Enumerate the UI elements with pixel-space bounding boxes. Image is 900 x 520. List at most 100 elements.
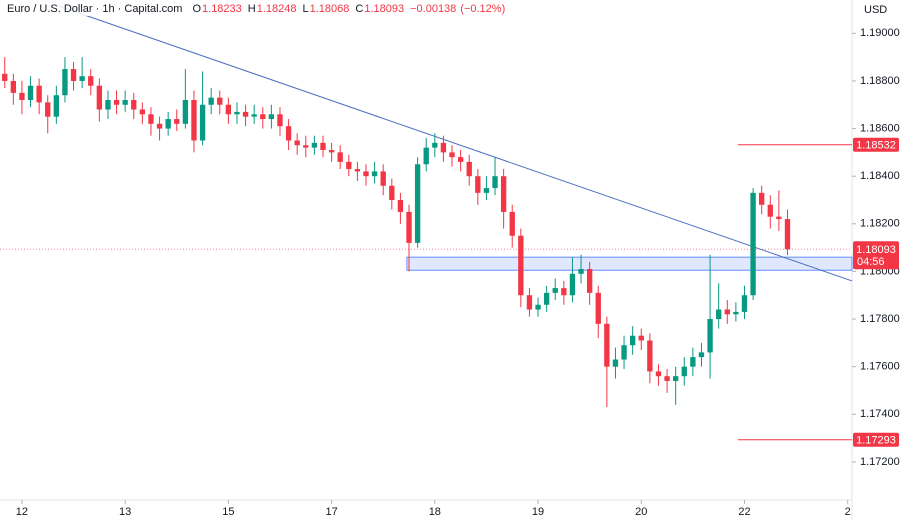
- candle-body: [690, 357, 696, 367]
- candle-body: [148, 114, 154, 124]
- x-tick-label: 18: [429, 506, 441, 518]
- chart-header: Euro / U.S. Dollar · 1h · Capital.com O1.…: [4, 2, 510, 16]
- current-price-bg: [853, 241, 899, 270]
- candle-body: [303, 145, 309, 148]
- x-tick-label: 22: [738, 506, 750, 518]
- ohlc-value: 1.18093: [364, 3, 405, 15]
- candle-body: [217, 97, 223, 105]
- candle-body: [681, 366, 687, 377]
- candle-body: [174, 119, 180, 124]
- ohlc-value: 1.18248: [256, 3, 297, 15]
- y-tick-label: 1.18800: [860, 75, 900, 87]
- ohlc-label: C: [355, 3, 364, 15]
- support-zone: [406, 256, 853, 271]
- instrument-title: Euro / U.S. Dollar · 1h · Capital.com: [7, 3, 183, 15]
- candle-body: [208, 97, 214, 105]
- level-label: 1.17293: [856, 435, 896, 447]
- x-tick-label: 15: [222, 506, 234, 518]
- candle-body: [672, 376, 679, 381]
- candle-body: [629, 335, 636, 346]
- candle-body: [268, 114, 275, 120]
- candle-body: [552, 288, 558, 293]
- candle-body: [543, 292, 550, 305]
- x-tick-label: 2: [845, 506, 851, 518]
- candle-body: [586, 269, 593, 293]
- candle-body: [569, 273, 576, 296]
- candle-body: [36, 85, 42, 103]
- candle-body: [225, 104, 232, 115]
- candle-body: [320, 142, 326, 150]
- candle-body: [354, 169, 361, 172]
- candle-body: [260, 114, 266, 120]
- candle-body: [131, 100, 137, 110]
- candle-body: [311, 142, 318, 148]
- candle-body: [716, 309, 722, 320]
- trendline: [54, 4, 853, 282]
- candle-body: [759, 192, 765, 205]
- candle-body: [776, 216, 782, 220]
- candle-body: [285, 126, 292, 141]
- candle-body: [784, 219, 791, 250]
- candle-body: [397, 200, 404, 212]
- candle-body: [449, 152, 455, 158]
- candle-body: [53, 95, 60, 117]
- candle-body: [466, 161, 472, 177]
- candle-body: [380, 171, 386, 186]
- candle-body: [88, 76, 94, 86]
- change-percent: (−0.12%): [460, 3, 506, 15]
- candle-body: [346, 161, 352, 170]
- candle-body: [767, 204, 773, 217]
- ohlc-value: 1.18068: [309, 3, 350, 15]
- y-tick-label: 1.18400: [860, 170, 900, 182]
- candle-body: [371, 171, 378, 177]
- y-tick-label: 1.17600: [860, 361, 900, 373]
- candle-body: [242, 111, 249, 117]
- candle-body: [251, 114, 257, 117]
- candle-body: [457, 157, 464, 162]
- candle-body: [182, 100, 189, 124]
- level-label: 1.18532: [856, 140, 896, 152]
- candle-body: [70, 69, 77, 81]
- countdown-label: 04:56: [857, 256, 885, 268]
- y-tick-label: 1.17800: [860, 313, 900, 325]
- candle-body: [483, 188, 490, 193]
- change-value: −0.00138: [410, 3, 457, 15]
- candle-body: [294, 140, 300, 146]
- candle-body: [621, 345, 627, 360]
- currency-label: USD: [864, 4, 887, 16]
- x-tick-label: 19: [532, 506, 544, 518]
- candle-body: [638, 335, 644, 341]
- y-tick-label: 1.17200: [860, 456, 900, 468]
- candle-body: [509, 211, 515, 236]
- candle-body: [328, 150, 335, 153]
- candle-body: [165, 119, 171, 129]
- candle-body: [96, 85, 103, 110]
- candle-body: [733, 311, 739, 315]
- candle-body: [406, 211, 412, 243]
- y-tick-label: 1.18600: [860, 122, 900, 134]
- candle-body: [199, 104, 206, 141]
- candle-body: [191, 100, 197, 141]
- candle-body: [578, 269, 584, 274]
- candle-body: [45, 102, 51, 117]
- candle-body: [10, 80, 16, 93]
- candle-body: [234, 111, 240, 115]
- candle-body: [750, 192, 756, 296]
- candle-body: [664, 376, 670, 381]
- candle-body: [475, 176, 481, 193]
- candle-body: [724, 309, 730, 315]
- candle-body: [604, 323, 610, 367]
- candle-body: [526, 295, 533, 310]
- candle-body: [518, 235, 524, 296]
- candle-body: [500, 176, 507, 212]
- candle-body: [113, 100, 120, 105]
- candle-body: [62, 69, 68, 96]
- candle-body: [647, 340, 653, 372]
- candle-body: [432, 142, 438, 148]
- candle-body: [698, 352, 705, 358]
- candle-body: [655, 371, 662, 377]
- current-price-label: 1.18093: [856, 244, 896, 256]
- candle-body: [389, 185, 395, 200]
- candle-body: [19, 92, 25, 100]
- y-tick-label: 1.18200: [860, 218, 900, 230]
